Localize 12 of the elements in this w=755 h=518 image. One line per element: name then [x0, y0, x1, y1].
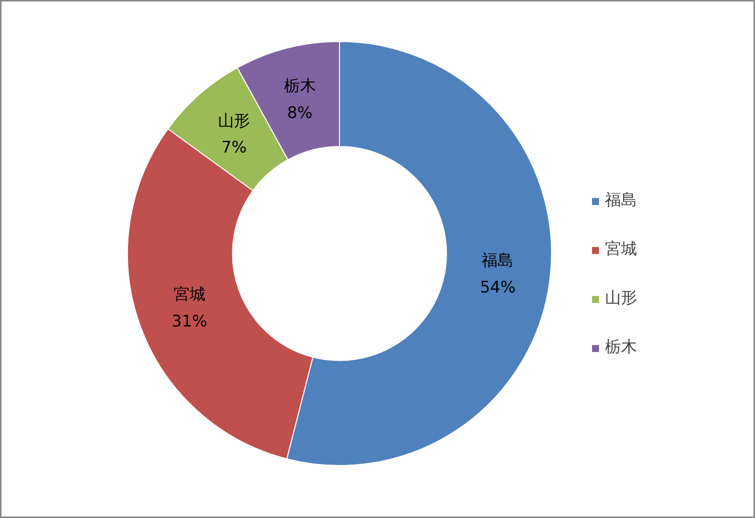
- slice-label: 福島: [482, 250, 514, 270]
- data-label: 8%: [287, 102, 313, 122]
- legend-label: 山形: [605, 288, 637, 309]
- slice-label: 栃木: [284, 76, 316, 96]
- legend-label: 栃木: [605, 337, 637, 358]
- legend-label: 宮城: [605, 239, 637, 260]
- data-label: 7%: [221, 138, 247, 157]
- legend-label: 福島: [605, 190, 637, 211]
- data-label: 31%: [172, 311, 208, 330]
- slice-label: 宮城: [173, 284, 206, 304]
- data-label: 54%: [480, 277, 516, 296]
- slice-label: 山形: [218, 111, 250, 130]
